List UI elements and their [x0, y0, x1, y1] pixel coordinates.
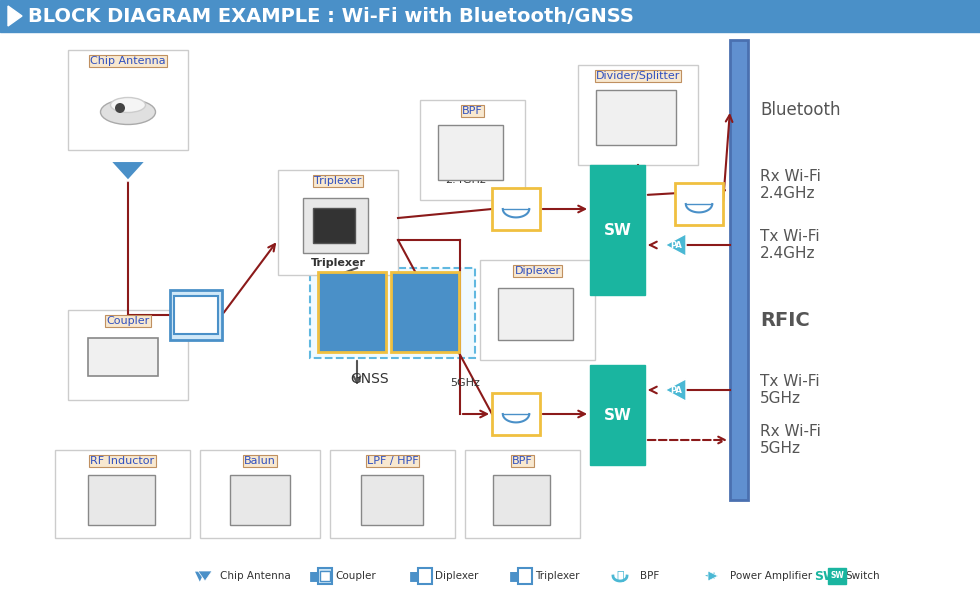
Text: ■: ■: [409, 570, 420, 583]
Text: BPF: BPF: [513, 456, 533, 466]
FancyBboxPatch shape: [320, 571, 330, 581]
FancyBboxPatch shape: [492, 188, 540, 230]
Text: LPF / HPF: LPF / HPF: [367, 456, 418, 466]
Text: BPF: BPF: [463, 106, 483, 116]
Text: Triplexer: Triplexer: [315, 176, 362, 186]
FancyBboxPatch shape: [590, 365, 645, 465]
FancyBboxPatch shape: [438, 125, 503, 180]
Circle shape: [115, 103, 125, 113]
Text: SW: SW: [813, 570, 836, 583]
FancyBboxPatch shape: [596, 90, 676, 145]
FancyBboxPatch shape: [492, 393, 540, 435]
FancyBboxPatch shape: [590, 165, 645, 295]
Text: Rx Wi-Fi
2.4GHz: Rx Wi-Fi 2.4GHz: [760, 169, 821, 201]
FancyBboxPatch shape: [55, 450, 190, 538]
Text: Chip Antenna: Chip Antenna: [220, 571, 291, 581]
Text: BPF: BPF: [640, 571, 660, 581]
Text: ⌒: ⌒: [616, 570, 623, 583]
Text: SW: SW: [604, 407, 631, 423]
Text: Tx Wi-Fi
2.4GHz: Tx Wi-Fi 2.4GHz: [760, 229, 819, 261]
FancyBboxPatch shape: [88, 338, 158, 376]
Text: Power Amplifier: Power Amplifier: [730, 571, 812, 581]
Polygon shape: [110, 161, 146, 181]
Ellipse shape: [111, 98, 145, 112]
Text: GNSS: GNSS: [351, 372, 389, 386]
Text: Bluetooth: Bluetooth: [760, 101, 841, 119]
FancyBboxPatch shape: [578, 65, 698, 165]
Text: Rx Wi-Fi
5GHz: Rx Wi-Fi 5GHz: [760, 424, 821, 456]
FancyBboxPatch shape: [200, 450, 320, 538]
Text: Tx Wi-Fi
5GHz: Tx Wi-Fi 5GHz: [760, 374, 819, 406]
Text: PA: PA: [670, 240, 682, 249]
Text: ■: ■: [510, 570, 521, 583]
FancyBboxPatch shape: [318, 568, 332, 584]
FancyBboxPatch shape: [318, 272, 386, 352]
FancyBboxPatch shape: [68, 50, 188, 150]
FancyBboxPatch shape: [313, 208, 355, 243]
Text: Chip Antenna: Chip Antenna: [90, 56, 166, 66]
FancyBboxPatch shape: [420, 100, 525, 200]
Text: Divider/Splitter: Divider/Splitter: [596, 71, 680, 81]
FancyBboxPatch shape: [361, 475, 423, 525]
FancyBboxPatch shape: [88, 475, 155, 525]
Polygon shape: [8, 6, 22, 26]
Text: Diplexer: Diplexer: [514, 266, 561, 276]
Text: Switch: Switch: [845, 571, 880, 581]
Text: Coupler: Coupler: [335, 571, 375, 581]
FancyBboxPatch shape: [0, 0, 980, 32]
Text: ■: ■: [309, 570, 320, 583]
Polygon shape: [665, 379, 686, 401]
FancyBboxPatch shape: [493, 475, 550, 525]
Text: SW: SW: [830, 571, 844, 581]
Text: Coupler: Coupler: [107, 316, 150, 326]
FancyBboxPatch shape: [310, 268, 475, 358]
Text: 2.4GHz: 2.4GHz: [445, 175, 485, 185]
FancyBboxPatch shape: [278, 170, 398, 275]
FancyBboxPatch shape: [418, 568, 432, 584]
Text: RFIC: RFIC: [760, 310, 809, 330]
FancyBboxPatch shape: [730, 40, 748, 500]
FancyBboxPatch shape: [828, 568, 846, 584]
Text: ◄: ◄: [706, 570, 714, 583]
FancyBboxPatch shape: [68, 310, 188, 400]
FancyBboxPatch shape: [675, 183, 723, 225]
Text: Triplexer: Triplexer: [535, 571, 579, 581]
Text: RF Inductor: RF Inductor: [90, 456, 155, 466]
Ellipse shape: [101, 99, 156, 124]
Text: Balun: Balun: [244, 456, 276, 466]
FancyBboxPatch shape: [174, 296, 218, 334]
FancyBboxPatch shape: [391, 272, 459, 352]
Polygon shape: [198, 571, 212, 581]
Polygon shape: [665, 234, 686, 256]
Text: ▼: ▼: [195, 570, 205, 583]
Text: Diplexer: Diplexer: [435, 571, 478, 581]
FancyBboxPatch shape: [465, 450, 580, 538]
Text: Triplexer: Triplexer: [311, 258, 366, 268]
Text: SW: SW: [604, 223, 631, 237]
FancyBboxPatch shape: [230, 475, 290, 525]
Polygon shape: [708, 571, 718, 581]
FancyBboxPatch shape: [518, 568, 532, 584]
FancyBboxPatch shape: [498, 288, 573, 340]
Text: PA: PA: [670, 385, 682, 394]
Text: 5GHz: 5GHz: [450, 378, 480, 388]
Text: BLOCK DIAGRAM EXAMPLE : Wi-Fi with Bluetooth/GNSS: BLOCK DIAGRAM EXAMPLE : Wi-Fi with Bluet…: [28, 7, 634, 25]
FancyBboxPatch shape: [480, 260, 595, 360]
FancyBboxPatch shape: [330, 450, 455, 538]
FancyBboxPatch shape: [303, 198, 368, 253]
FancyBboxPatch shape: [170, 290, 222, 340]
